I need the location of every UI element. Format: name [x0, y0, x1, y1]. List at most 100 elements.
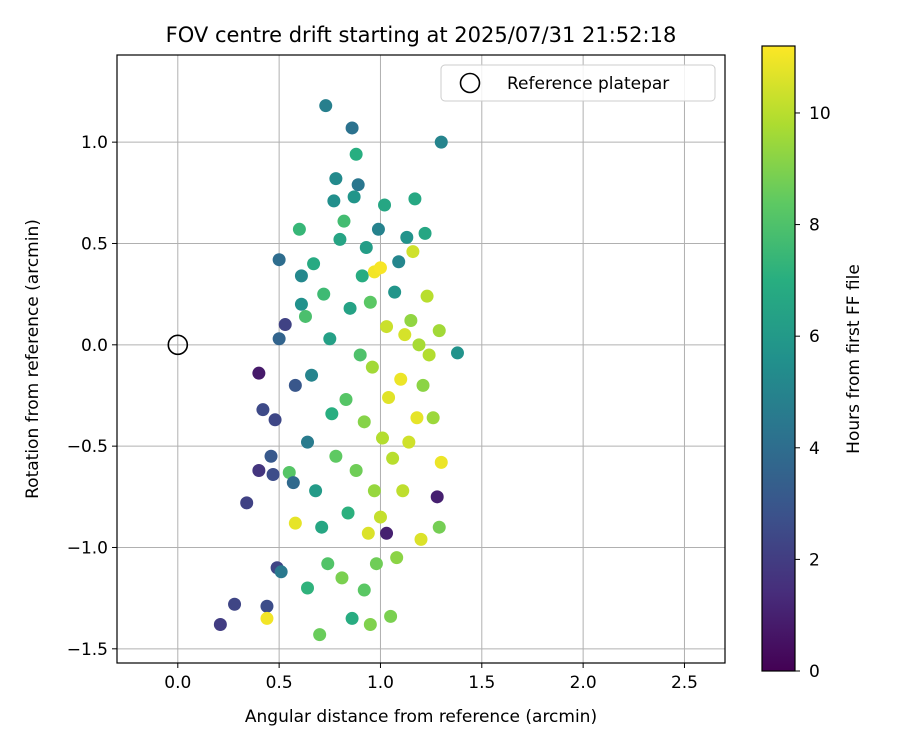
data-point [351, 178, 365, 192]
x-tick-label: 1.0 [367, 673, 394, 693]
data-point [369, 557, 383, 571]
data-point [329, 449, 343, 463]
data-point [341, 506, 355, 520]
legend-box [440, 64, 716, 102]
y-tick-label: 0.5 [81, 234, 108, 254]
colorbar-frame [761, 45, 796, 672]
y-tick-label: 0.0 [81, 336, 108, 356]
data-point [335, 571, 349, 585]
data-point [359, 241, 373, 255]
data-point [343, 301, 357, 315]
data-point [430, 490, 444, 504]
data-point [327, 194, 341, 208]
data-point [418, 226, 432, 240]
data-point [337, 214, 351, 228]
data-point [398, 328, 412, 342]
data-point [386, 451, 400, 465]
data-point [353, 348, 367, 362]
data-point [355, 269, 369, 283]
data-point [307, 257, 321, 271]
colorbar-tick-label: 4 [809, 439, 820, 459]
data-point [317, 287, 331, 301]
data-point [406, 245, 420, 259]
data-point [274, 565, 288, 579]
x-tick-label: 2.5 [671, 673, 698, 693]
data-point [333, 232, 347, 246]
colorbar-tick-label: 8 [809, 216, 820, 236]
data-point [432, 520, 446, 534]
x-tick-label: 0.0 [164, 673, 191, 693]
data-point [390, 551, 404, 565]
x-axis-ticks: 0.0 0.5 1.0 1.5 2.0 2.5 [164, 663, 698, 693]
data-point [371, 222, 385, 236]
data-point [288, 516, 302, 530]
colorbar-tick-label: 10 [809, 104, 831, 124]
data-point [260, 611, 274, 625]
data-point [264, 449, 278, 463]
data-point [305, 368, 319, 382]
data-point [363, 617, 377, 631]
y-axis-ticks: −1.5 −1.0 −0.5 0.0 0.5 1.0 [67, 133, 117, 660]
data-point [301, 581, 315, 595]
data-point [382, 391, 396, 405]
grid-lines [117, 55, 725, 663]
x-tick-label: 1.5 [468, 673, 495, 693]
data-point [339, 393, 353, 407]
data-point [432, 324, 446, 338]
data-point [408, 192, 422, 206]
data-point [321, 557, 335, 571]
colorbar: 0 2 4 6 8 10 Hours from first FF file [761, 45, 864, 682]
colorbar-gradient [762, 46, 795, 671]
y-tick-label: −0.5 [67, 437, 108, 457]
legend-marker [459, 72, 481, 94]
y-tick-label: −1.0 [67, 538, 108, 558]
data-point [292, 222, 306, 236]
data-point [260, 599, 274, 613]
data-point [240, 496, 254, 510]
data-point [268, 413, 282, 427]
data-points [213, 99, 464, 642]
legend: Reference platepar [440, 64, 716, 102]
data-point [288, 378, 302, 392]
data-point [278, 318, 292, 332]
data-point [394, 372, 408, 386]
data-point [329, 172, 343, 186]
data-point [313, 628, 327, 642]
data-point [345, 121, 359, 135]
data-point [410, 411, 424, 425]
data-point [345, 611, 359, 625]
data-point [380, 526, 394, 540]
data-point [361, 526, 375, 540]
data-point [450, 346, 464, 360]
data-point [402, 435, 416, 449]
colorbar-ticks: 0 2 4 6 8 10 [795, 104, 831, 682]
data-point [272, 332, 286, 346]
colorbar-tick-label: 0 [809, 662, 820, 682]
data-point [294, 297, 308, 311]
data-point [412, 338, 426, 352]
data-point [396, 484, 410, 498]
data-point [363, 295, 377, 309]
reference-platepar-marker [167, 334, 189, 356]
data-point [252, 366, 266, 380]
data-point [392, 255, 406, 269]
x-tick-label: 0.5 [266, 673, 293, 693]
data-point [416, 378, 430, 392]
data-point [373, 261, 387, 275]
data-point [378, 198, 392, 212]
colorbar-tick-label: 2 [809, 550, 820, 570]
data-point [228, 597, 242, 611]
data-point [434, 135, 448, 149]
data-point [282, 465, 296, 479]
data-point [380, 320, 394, 334]
data-point [347, 190, 361, 204]
data-point [349, 463, 363, 477]
data-point [404, 313, 418, 327]
data-point [294, 269, 308, 283]
data-point [319, 99, 333, 113]
data-point [349, 147, 363, 161]
data-point [420, 289, 434, 303]
data-point [357, 415, 371, 429]
data-point [252, 463, 266, 477]
